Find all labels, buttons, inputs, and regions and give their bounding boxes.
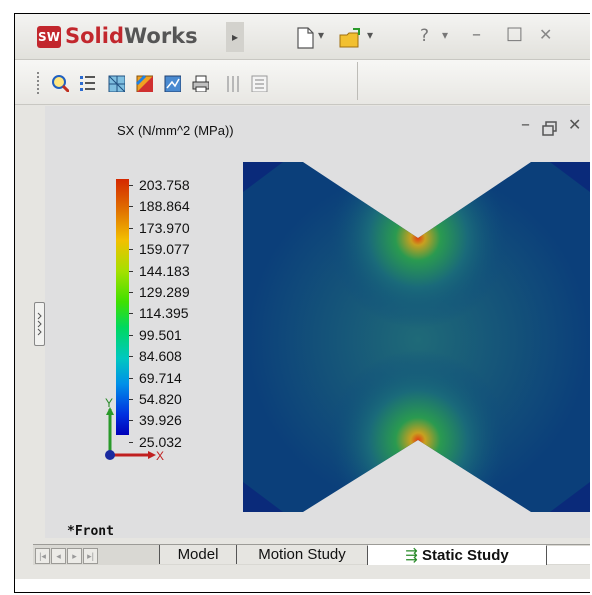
- tab-model[interactable]: Model: [159, 545, 237, 564]
- legend-value: 39.926: [139, 412, 182, 429]
- list-icon[interactable]: [79, 74, 97, 92]
- window-frame: SW SolidWorks ▸ ▾ ▾ ? ▾ – □ ✕: [14, 13, 590, 593]
- legend-tick: [129, 206, 133, 208]
- legend-value: 25.032: [139, 433, 182, 450]
- tab-blank-area: [546, 546, 590, 564]
- plot-icon[interactable]: [163, 74, 181, 92]
- legend-value: 99.501: [139, 326, 182, 343]
- legend-tick: [129, 399, 133, 400]
- tab-last-button[interactable]: ▸|: [83, 548, 98, 564]
- legend-value: 173.970: [139, 219, 190, 236]
- handle-arrows-icon: [37, 312, 42, 336]
- open-folder-icon[interactable]: [339, 27, 363, 49]
- coordinate-triad: Y X: [105, 396, 164, 463]
- help-dropdown-icon[interactable]: ▾: [442, 28, 449, 42]
- zoom-icon[interactable]: [51, 74, 69, 92]
- solidworks-logo: SW: [37, 26, 61, 48]
- legend-tick: [129, 185, 133, 186]
- app-title-bold: Solid: [65, 24, 124, 48]
- report-icon[interactable]: [250, 74, 268, 92]
- legend-tick: [129, 270, 133, 272]
- open-dropdown-icon[interactable]: ▾: [367, 28, 374, 42]
- results-icon[interactable]: [135, 74, 153, 92]
- tab-static-study[interactable]: ⇶ Static Study: [367, 545, 547, 565]
- legend-value: 144.183: [139, 262, 190, 279]
- viewport-minimize-icon[interactable]: –: [521, 114, 530, 135]
- legend-value: 114.395: [139, 305, 189, 322]
- solidworks-window: SW SolidWorks ▸ ▾ ▾ ? ▾ – □ ✕: [15, 14, 590, 579]
- legend-value: 129.289: [139, 284, 190, 300]
- title-bar: SW SolidWorks ▸ ▾ ▾ ? ▾ – □ ✕: [15, 14, 590, 60]
- stress-plot-model[interactable]: [243, 162, 590, 512]
- axis-x-label: X: [156, 449, 164, 463]
- legend-tick: [129, 441, 133, 443]
- simulation-toolbar: [15, 60, 590, 105]
- legend-tick: [129, 249, 133, 251]
- menu-expand-arrow[interactable]: ▸: [226, 22, 244, 52]
- legend-value: 69.714: [139, 369, 182, 386]
- tab-static-study-label: Static Study: [422, 547, 509, 564]
- app-title-rest: Works: [123, 24, 198, 48]
- app-title: SolidWorks: [65, 24, 198, 48]
- graphics-area[interactable]: SX (N/mm^2 (MPa)) – ✕ 203.758 188.864 173.…: [45, 106, 590, 539]
- viewport-close-icon[interactable]: ✕: [568, 115, 582, 134]
- maximize-icon[interactable]: □: [506, 23, 524, 44]
- study-tab-bar: |◂ ◂ ▸ ▸| Model Motion Study ⇶ Static St…: [33, 544, 590, 565]
- tab-motion-study[interactable]: Motion Study: [236, 545, 368, 564]
- mesh-icon[interactable]: [107, 74, 125, 92]
- tab-next-button[interactable]: ▸: [67, 548, 82, 564]
- plot-title: SX (N/mm^2 (MPa)): [117, 123, 234, 138]
- legend-value: 54.820: [139, 391, 182, 407]
- legend-value: 188.864: [139, 198, 190, 215]
- legend-value: 203.758: [139, 177, 190, 193]
- minimize-icon[interactable]: –: [472, 24, 481, 45]
- legend-tick: [129, 227, 133, 229]
- viewport-restore-icon[interactable]: [542, 121, 558, 137]
- view-orientation-label: *Front: [67, 524, 114, 539]
- panel-flyout-handle[interactable]: [34, 302, 45, 346]
- toolbar-grip[interactable]: [37, 72, 42, 94]
- legend-color-bar: [116, 179, 129, 435]
- legend-tick: [129, 313, 133, 315]
- legend-value: 84.608: [139, 348, 182, 365]
- legend-tick: [129, 334, 133, 336]
- legend-tick: [129, 377, 133, 379]
- new-dropdown-icon[interactable]: ▾: [318, 28, 325, 42]
- help-icon[interactable]: ?: [420, 26, 430, 46]
- disabled-list-icon: [227, 76, 239, 92]
- tab-prev-button[interactable]: ◂: [51, 548, 66, 564]
- close-icon[interactable]: ✕: [539, 25, 553, 44]
- new-document-icon[interactable]: [296, 27, 314, 49]
- legend-tick: [129, 292, 133, 293]
- toolbar-separator: [357, 62, 358, 100]
- legend-value: 159.077: [139, 241, 190, 258]
- legend-tick: [129, 356, 133, 358]
- print-icon[interactable]: [191, 74, 209, 92]
- legend-tick: [129, 420, 133, 422]
- tab-first-button[interactable]: |◂: [35, 548, 50, 564]
- static-study-icon: ⇶: [405, 547, 418, 564]
- axis-y-label: Y: [105, 396, 113, 410]
